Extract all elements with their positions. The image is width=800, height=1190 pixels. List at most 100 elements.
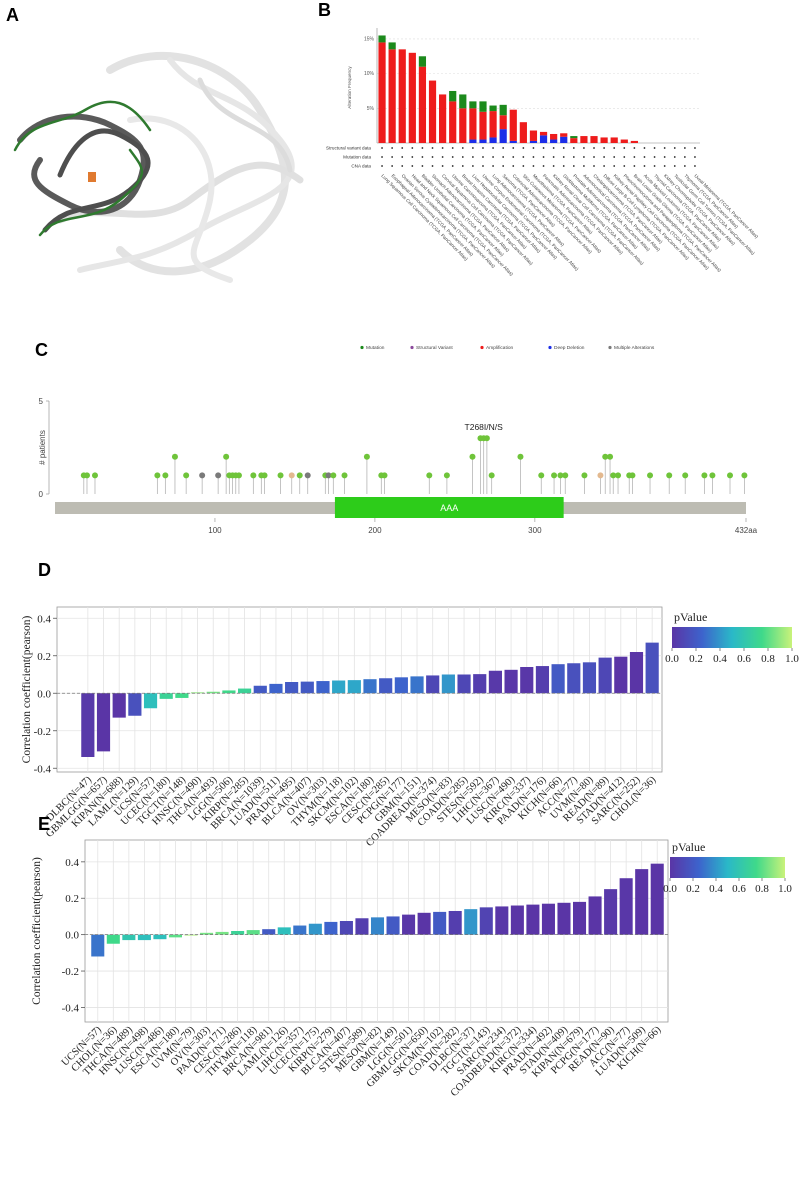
y-tick-label: 0 — [39, 490, 44, 499]
lollipop-head — [597, 472, 604, 479]
bar — [184, 934, 198, 936]
bar — [604, 889, 618, 935]
y-tick-label: 15% — [364, 36, 375, 42]
data-availability-dot — [411, 147, 414, 149]
data-availability-dot — [522, 156, 525, 158]
bar — [153, 934, 167, 940]
bar — [175, 693, 189, 698]
y-tick-label: 0.0 — [37, 688, 51, 700]
bar-segment — [570, 138, 578, 143]
data-availability-dot — [593, 147, 595, 149]
lollipop-head — [381, 472, 388, 479]
data-availability-dot — [381, 156, 383, 158]
bar-segment — [479, 111, 487, 140]
lollipop-head — [709, 472, 716, 479]
lollipop-head — [83, 472, 90, 479]
data-availability-dot — [623, 147, 626, 149]
bar-segment — [408, 52, 416, 143]
bar — [231, 931, 245, 935]
y-tick-label: -0.4 — [34, 763, 52, 775]
lollipop-head — [741, 472, 748, 479]
data-availability-dot — [421, 156, 424, 158]
bar-segment — [489, 137, 497, 143]
protein-structure — [13, 52, 304, 283]
data-availability-dot — [522, 147, 525, 149]
lollipop-head — [562, 472, 569, 479]
bar-segment — [499, 115, 507, 130]
data-availability-dot — [502, 147, 505, 149]
bar — [495, 906, 509, 935]
bar — [293, 925, 307, 935]
data-availability-dot — [411, 165, 414, 167]
panel-label: E — [38, 814, 50, 834]
bar — [91, 934, 105, 957]
bar — [410, 676, 424, 694]
data-availability-dot — [532, 147, 535, 149]
bar-segment — [610, 137, 618, 143]
bar — [567, 663, 581, 694]
data-availability-dot — [593, 156, 595, 158]
bar-segment — [469, 139, 477, 143]
colorbar-title: pValue — [674, 610, 707, 624]
bar — [339, 920, 353, 935]
lollipop-head — [488, 472, 495, 479]
plot-area — [56, 606, 663, 773]
data-availability-dot — [482, 147, 484, 149]
legend-swatch — [480, 345, 484, 350]
data-availability-dot — [623, 156, 626, 158]
data-availability-dot — [653, 165, 656, 167]
data-availability-dot — [583, 165, 585, 167]
data-availability-dot — [441, 156, 444, 158]
bar — [106, 934, 120, 944]
bar-segment — [459, 108, 467, 143]
data-availability-dot — [471, 165, 474, 167]
data-availability-dot — [562, 147, 565, 149]
legend-label: Multiple Alterations — [614, 345, 655, 351]
bar — [253, 685, 267, 694]
y-tick-label: -0.4 — [62, 1002, 80, 1014]
lollipop-head — [199, 472, 206, 479]
bar-segment — [509, 140, 517, 143]
row-label: CNA data — [351, 164, 371, 169]
y-tick-label: 5% — [367, 106, 375, 112]
data-availability-dot — [694, 156, 696, 158]
y-tick-label: 0.4 — [37, 613, 51, 625]
data-availability-dot — [593, 165, 595, 167]
lollipop-head — [250, 472, 257, 479]
data-availability-dot — [663, 156, 666, 158]
bar — [370, 917, 385, 935]
data-availability-dot — [532, 165, 535, 167]
data-availability-dot — [583, 156, 585, 158]
panel-label: A — [6, 5, 19, 25]
bar — [614, 656, 628, 694]
bar — [645, 642, 659, 694]
data-availability-dot — [562, 156, 565, 158]
bar-segment — [398, 49, 406, 143]
legend-label: Structural Variant — [416, 345, 453, 351]
bar — [222, 690, 236, 694]
bar-segment — [590, 136, 598, 143]
data-availability-dot — [411, 156, 414, 158]
bar-segment — [388, 49, 396, 143]
lollipop-head — [341, 472, 348, 479]
colorbar-tick-label: 0.4 — [709, 883, 723, 895]
lollipop-head — [223, 453, 230, 460]
bar-segment — [428, 80, 437, 143]
bar — [300, 681, 314, 694]
data-availability-dot — [431, 156, 434, 158]
data-availability-dot — [673, 165, 676, 167]
lollipop-head — [171, 453, 178, 460]
bar — [588, 896, 602, 935]
data-availability-dot — [643, 156, 646, 158]
data-availability-dot — [542, 156, 545, 158]
bar — [417, 912, 431, 935]
lollipop-head — [296, 472, 303, 479]
lollipop-head — [325, 472, 332, 479]
bar-segment — [418, 66, 427, 143]
colorbar-tick-label: 0.0 — [665, 653, 679, 665]
bar — [269, 683, 283, 694]
lollipop-head — [607, 453, 614, 460]
plot-area — [84, 839, 669, 1023]
bar-segment — [439, 94, 447, 143]
